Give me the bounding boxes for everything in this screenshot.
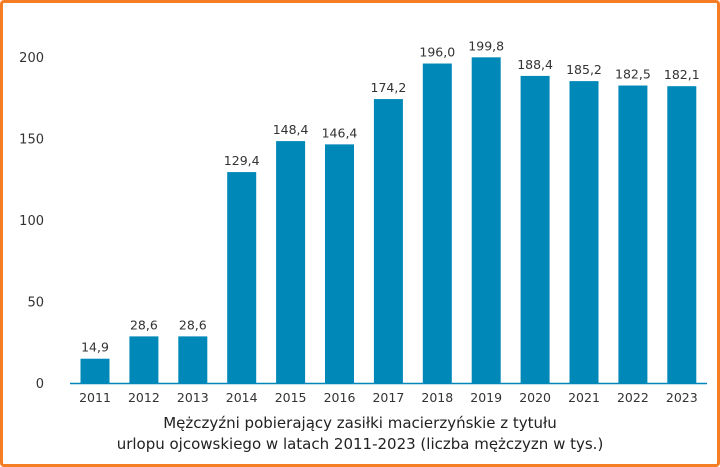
bar-2020 [520,75,550,384]
data-label: 28,6 [130,317,158,332]
data-label: 188,4 [517,57,553,72]
x-tick-label: 2023 [666,390,698,405]
chart-title: Mężczyźni pobierający zasiłki macierzyńs… [3,413,717,455]
bar-2022 [618,85,648,384]
bar-2023 [667,86,697,383]
y-tick-label: 200 [19,51,44,66]
bar-2017 [373,99,403,383]
bar-2019 [471,57,501,384]
data-label: 129,4 [224,153,260,168]
x-tick-label: 2019 [470,390,502,405]
x-tick-label: 2020 [519,390,551,405]
x-tick-label: 2014 [226,390,258,405]
bar-2018 [422,63,452,384]
x-tick-label: 2021 [568,390,600,405]
bar-2021 [569,81,599,384]
bar-2013 [178,336,208,383]
x-tick-label: 2016 [324,390,356,405]
y-tick-label: 0 [36,377,44,392]
data-label: 148,4 [273,122,309,137]
x-tick-label: 2011 [79,390,111,405]
chart-title-line-1: Mężczyźni pobierający zasiłki macierzyńs… [163,414,557,432]
y-tick-label: 150 [19,133,44,148]
data-label: 28,6 [179,317,207,332]
bar-2016 [325,144,354,383]
x-tick-label: 2022 [617,390,649,405]
x-tick-label: 2013 [177,390,209,405]
data-label: 146,4 [322,125,358,140]
data-label: 185,2 [566,62,602,77]
y-tick-label: 100 [19,214,44,229]
bar-2015 [276,141,306,383]
y-tick-label: 50 [27,296,44,311]
data-label: 199,8 [468,38,504,53]
chart-title-line-2: urlopu ojcowskiego w latach 2011-2023 (l… [116,435,604,453]
data-label: 182,1 [664,67,700,82]
x-tick-label: 2017 [372,390,404,405]
bar-2012 [129,336,159,383]
bar-2014 [227,172,257,383]
x-tick-label: 2018 [421,390,453,405]
data-label: 182,5 [615,67,651,82]
data-label: 14,9 [81,340,109,355]
data-label: 196,0 [419,45,455,60]
bar-2011 [80,358,110,383]
data-label: 174,2 [371,80,407,95]
x-tick-label: 2012 [128,390,160,405]
x-tick-label: 2015 [275,390,307,405]
